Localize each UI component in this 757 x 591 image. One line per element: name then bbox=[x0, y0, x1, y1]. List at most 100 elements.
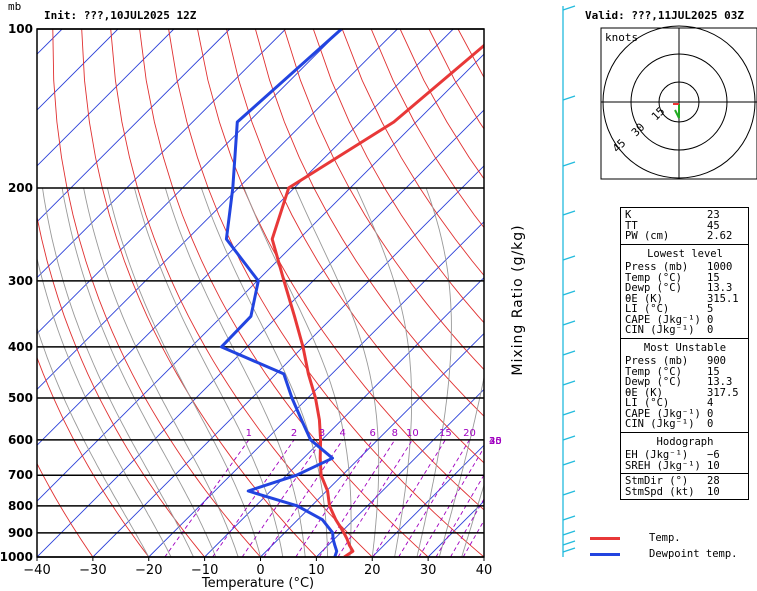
mixing-ratio-line bbox=[435, 474, 484, 557]
units-label: mb bbox=[8, 0, 21, 13]
panel-key: PW (cm) bbox=[625, 230, 670, 242]
wind-barb bbox=[562, 547, 576, 553]
mixing-ratio-label: 15 bbox=[439, 428, 452, 439]
hodograph-trace bbox=[674, 104, 680, 119]
x-axis-label: Temperature (°C) bbox=[201, 576, 314, 591]
panel-value: 23 bbox=[707, 209, 720, 221]
hodograph-title: Hodograph bbox=[656, 435, 714, 448]
x-tick-label: −40 bbox=[23, 563, 50, 578]
pressure-label: 700 bbox=[8, 468, 33, 482]
wind-barb bbox=[562, 350, 576, 356]
hodograph-section: Hodograph EH (Jkg⁻¹) −6 SREH (Jkg⁻¹) 10 bbox=[621, 431, 748, 474]
panel-value: 45 bbox=[707, 219, 720, 232]
panel-key: Dewp (°C) bbox=[625, 376, 682, 388]
x-tick-label: 40 bbox=[476, 563, 493, 578]
isotherm bbox=[92, 165, 484, 557]
legend-temp: Temp. bbox=[590, 530, 738, 546]
isotherm bbox=[148, 221, 484, 557]
mixing-ratio-label: 30 bbox=[489, 436, 502, 447]
panel-value: 1000 bbox=[707, 261, 733, 273]
mixing-ratio-label: 8 bbox=[392, 428, 398, 439]
wind-barb bbox=[562, 320, 576, 326]
wind-barb bbox=[562, 530, 576, 536]
panel-row: θE (K) 317.5 bbox=[625, 386, 745, 399]
dry-adiabat bbox=[312, 29, 484, 324]
lowest-level-title: Lowest level bbox=[647, 247, 723, 260]
panel-row: PW (cm) 2.62 bbox=[625, 231, 745, 242]
panel-row: CIN (Jkg⁻¹) 0 bbox=[625, 419, 745, 430]
x-tick-label: 10 bbox=[308, 563, 325, 578]
dry-adiabat bbox=[139, 29, 429, 557]
isotherm bbox=[37, 29, 398, 391]
wind-barb bbox=[562, 5, 576, 11]
panel-value: 900 bbox=[707, 355, 726, 367]
wind-barb bbox=[562, 95, 576, 101]
mixing-ratio-line bbox=[263, 439, 344, 557]
panel-row: TT 45 bbox=[625, 219, 745, 232]
panel-row: CIN (Jkg⁻¹) 0 bbox=[625, 325, 745, 336]
mixing-ratio-line bbox=[372, 439, 446, 557]
panel-row: EH (Jkg⁻¹) −6 bbox=[625, 450, 745, 461]
panel-key: CAPE (Jkg⁻¹) bbox=[625, 313, 701, 326]
panel-key: StmDir (°) bbox=[625, 475, 689, 487]
wind-barb bbox=[562, 410, 576, 416]
indices-section: K 23 TT 45 PW (cm) 2.62 bbox=[621, 208, 748, 244]
panel-row: LI (°C) 4 bbox=[625, 398, 745, 409]
pressure-label: 500 bbox=[8, 391, 33, 405]
pressure-label: 400 bbox=[8, 340, 33, 354]
wind-barb bbox=[562, 490, 576, 496]
dry-adiabat bbox=[283, 29, 484, 371]
isotherm bbox=[37, 53, 484, 502]
panel-row: Dewp (°C) 13.3 bbox=[625, 377, 745, 388]
panel-row: LI (°C) 5 bbox=[625, 304, 745, 315]
moist-adiabat bbox=[438, 375, 484, 557]
panel-key: Dewp (°C) bbox=[625, 282, 682, 294]
y-axis-label: Mixing Ratio (g/kg) bbox=[510, 224, 526, 375]
mixing-ratio-label: 2 bbox=[291, 428, 297, 439]
mixing-ratio-line bbox=[164, 439, 250, 557]
mixing-ratio-label: 6 bbox=[370, 428, 376, 439]
pressure-label: 200 bbox=[8, 181, 33, 195]
panel-key: θE (K) bbox=[625, 386, 663, 399]
pressure-labels: 100 200 300 400 500 600 700 800 900 1000 bbox=[0, 22, 33, 564]
most-unstable-section: Most Unstable Press (mb) 900 Temp (°C) 15 De… bbox=[621, 337, 748, 432]
dry-adiabat bbox=[168, 29, 484, 557]
panel-key: EH (Jkg⁻¹) bbox=[625, 449, 689, 461]
panel-value: 0 bbox=[707, 313, 714, 326]
mixing-ratio-label: 10 bbox=[406, 428, 419, 439]
panel-value: 28 bbox=[707, 475, 720, 487]
wind-barb bbox=[562, 540, 576, 546]
panel-row: Dewp (°C) 13.3 bbox=[625, 283, 745, 294]
pressure-label: 1000 bbox=[0, 550, 33, 564]
panel-key: CIN (Jkg⁻¹) bbox=[625, 418, 695, 430]
x-tick-label: 20 bbox=[364, 563, 381, 578]
moist-adiabat bbox=[355, 187, 413, 557]
panel-value: 0 bbox=[707, 407, 714, 420]
legend-dew-label: Dewpoint temp. bbox=[649, 548, 738, 560]
panel-key: Temp (°C) bbox=[625, 271, 682, 284]
mixing-ratio-label: 3 bbox=[319, 428, 325, 439]
moist-adiabat bbox=[461, 483, 484, 557]
wind-barb bbox=[562, 460, 576, 466]
dry-adiabat bbox=[341, 29, 484, 277]
valid-time: Valid: ???,11JUL2025 03Z bbox=[585, 9, 744, 22]
pressure-label: 300 bbox=[8, 274, 33, 288]
panel-row: K 23 bbox=[625, 210, 745, 221]
panel-key: TT bbox=[625, 219, 638, 232]
panel-key: CAPE (Jkg⁻¹) bbox=[625, 407, 701, 420]
panel-value: 2.62 bbox=[707, 230, 733, 242]
panel-key: Temp (°C) bbox=[625, 365, 682, 378]
legend-temp-label: Temp. bbox=[649, 532, 681, 544]
legend-dew: Dewpoint temp. bbox=[590, 546, 738, 562]
wind-barb bbox=[562, 380, 576, 386]
x-axis-ticks: −40 −30 −20 −10 0 10 20 30 40 bbox=[23, 557, 492, 578]
panel-value: 15 bbox=[707, 365, 720, 378]
mixing-ratio-label: 40 bbox=[489, 436, 502, 447]
pressure-label: 800 bbox=[8, 499, 33, 513]
panel-value: 13.3 bbox=[707, 376, 733, 388]
dry-adiabat bbox=[52, 29, 261, 557]
panel-row: Press (mb) 900 bbox=[625, 356, 745, 367]
mixing-ratio-label: 20 bbox=[463, 428, 476, 439]
